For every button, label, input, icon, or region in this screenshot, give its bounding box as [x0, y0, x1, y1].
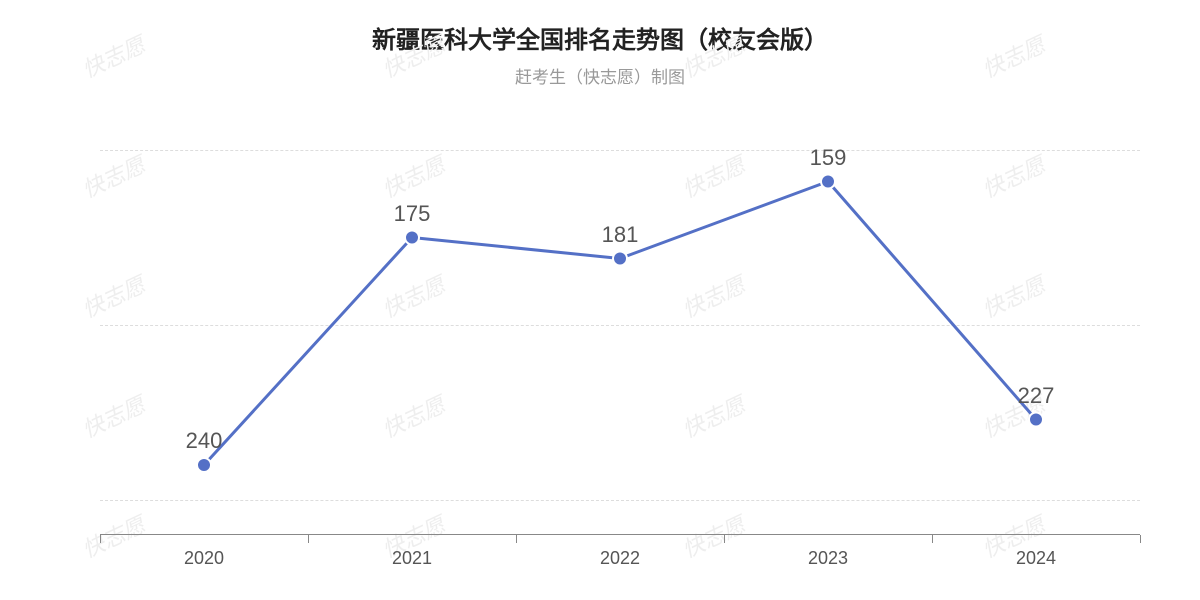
x-axis-label: 2021 — [392, 548, 432, 569]
x-tick — [100, 535, 101, 543]
chart-title: 新疆医科大学全国排名走势图（校友会版） — [0, 20, 1200, 55]
chart-container: 快志愿快志愿快志愿快志愿快志愿快志愿快志愿快志愿快志愿快志愿快志愿快志愿快志愿快… — [0, 0, 1200, 600]
plot-area: 240175181159227 20202021202220232024 — [100, 115, 1140, 535]
data-marker — [197, 458, 211, 472]
x-tick — [516, 535, 517, 543]
x-axis-line — [100, 534, 1140, 535]
data-label: 181 — [602, 222, 639, 248]
data-label: 159 — [810, 145, 847, 171]
x-tick — [1140, 535, 1141, 543]
x-axis-label: 2024 — [1016, 548, 1056, 569]
x-tick — [932, 535, 933, 543]
markers — [197, 175, 1043, 473]
data-marker — [613, 252, 627, 266]
data-label: 227 — [1018, 383, 1055, 409]
data-label: 240 — [186, 428, 223, 454]
data-label: 175 — [394, 201, 431, 227]
x-axis-label: 2023 — [808, 548, 848, 569]
data-marker — [1029, 413, 1043, 427]
x-tick — [308, 535, 309, 543]
x-tick — [724, 535, 725, 543]
line-layer — [100, 115, 1140, 535]
x-axis-label: 2020 — [184, 548, 224, 569]
chart-subtitle: 赶考生（快志愿）制图 — [0, 63, 1200, 88]
data-marker — [821, 175, 835, 189]
data-marker — [405, 231, 419, 245]
x-axis-label: 2022 — [600, 548, 640, 569]
title-area: 新疆医科大学全国排名走势图（校友会版） 赶考生（快志愿）制图 — [0, 0, 1200, 88]
